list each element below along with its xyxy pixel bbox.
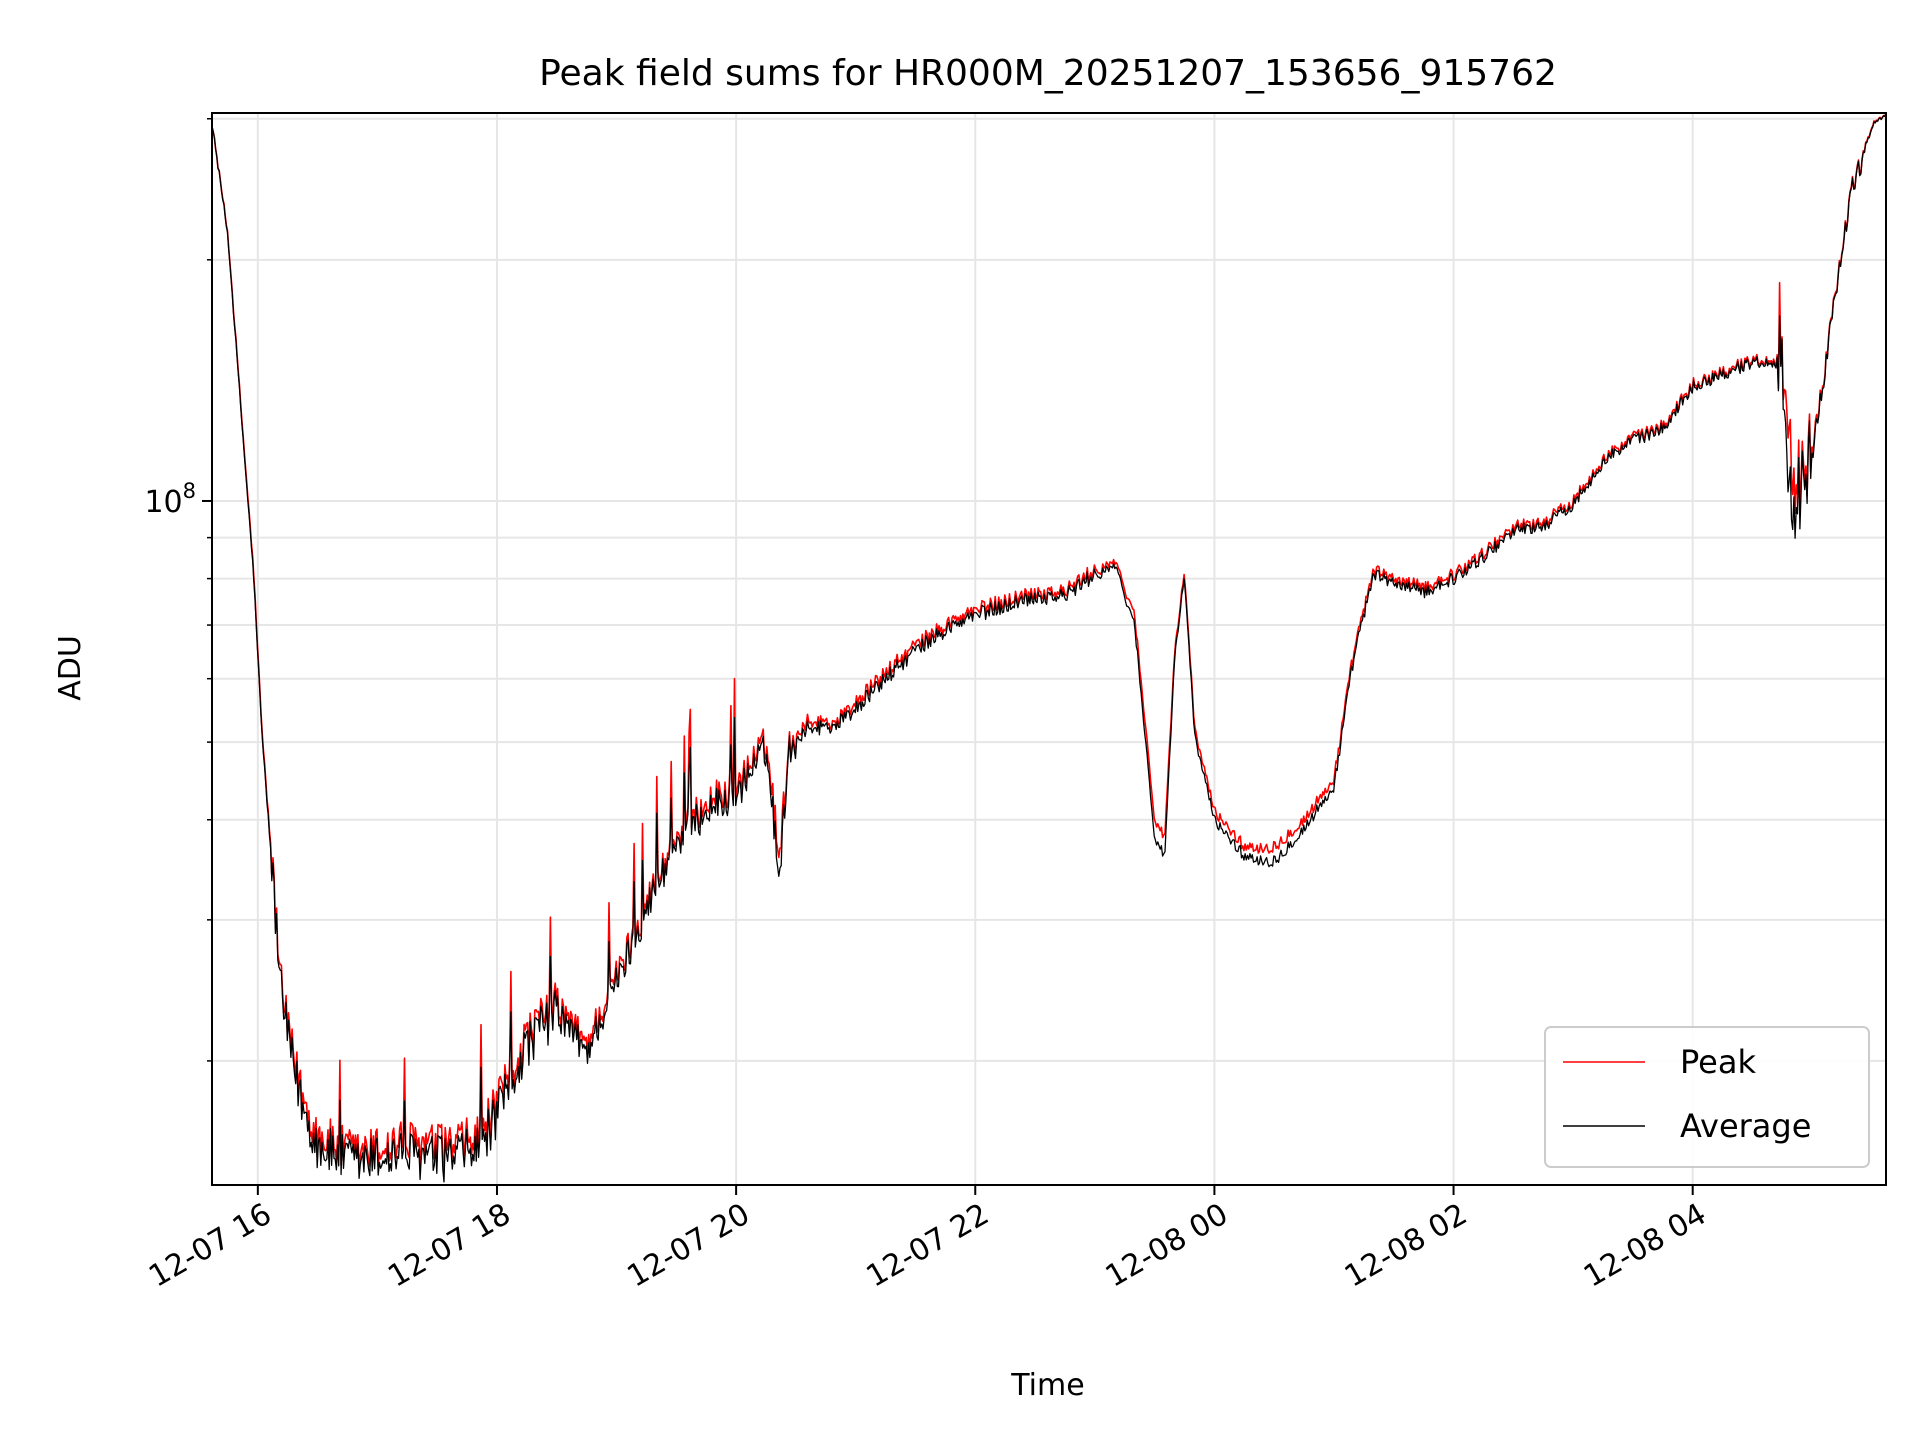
plot-lines	[211, 112, 1887, 1183]
legend-label-average: Average	[1680, 1107, 1811, 1145]
y-axis-ticks: 108	[144, 118, 212, 1062]
y-axis-label: ADU	[53, 635, 88, 701]
y-tick-label: 108	[144, 479, 196, 520]
legend-label-peak: Peak	[1680, 1043, 1756, 1081]
grid	[212, 113, 1886, 1185]
series-line-average	[211, 112, 1887, 1183]
legend: Peak Average	[1544, 1026, 1870, 1168]
chart-title: Peak field sums for HR000M_20251207_1536…	[539, 53, 1557, 94]
x-axis-label: Time	[1010, 1368, 1084, 1403]
plot-area-frame	[211, 112, 1887, 1186]
